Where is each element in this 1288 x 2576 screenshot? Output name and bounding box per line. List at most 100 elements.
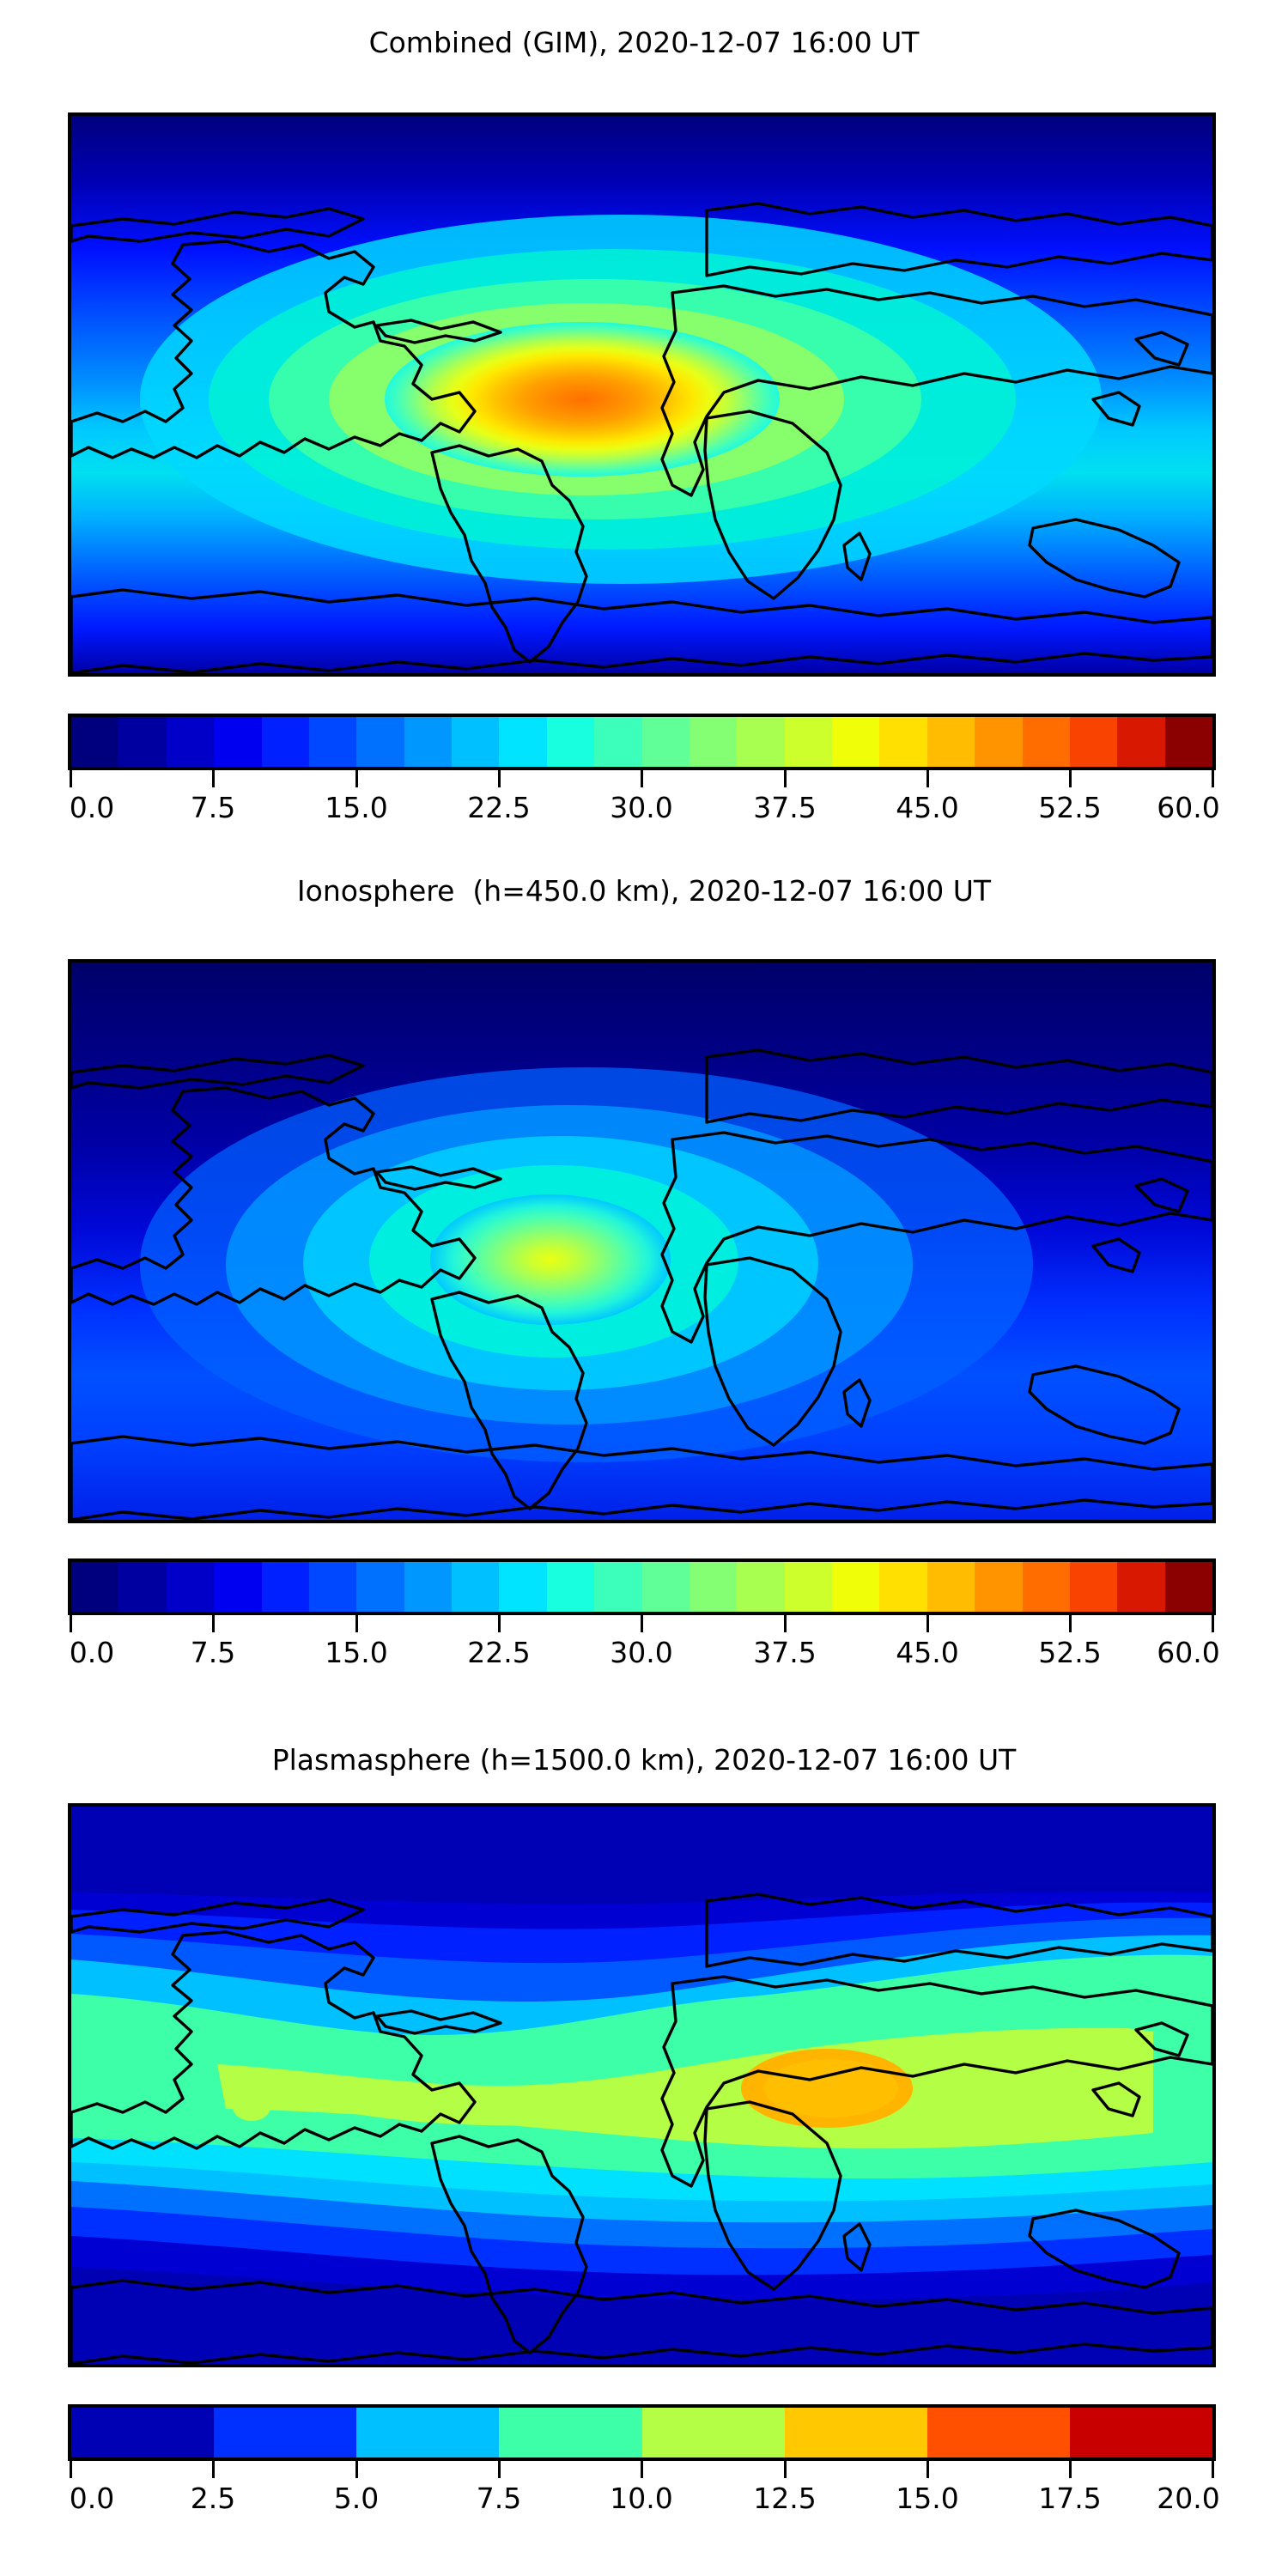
- panel-plasmasphere: Plasmasphere (h=1500.0 km), 2020-12-07 1…: [0, 1743, 1288, 1777]
- colorbar-band: [784, 2408, 927, 2458]
- colorbar-band: [594, 717, 642, 767]
- colorbar-tick-label: 7.5: [190, 1636, 236, 1669]
- colorbar-band: [499, 2408, 642, 2458]
- colorbar-band: [737, 1562, 785, 1612]
- colorbar-tick-label: 10.0: [610, 2482, 673, 2515]
- colorbar-band: [737, 717, 785, 767]
- colorbar-ionosphere: 0.0 7.5 15.0 22.5 30.0 37.5 45.0 52.5 60…: [68, 1558, 1220, 1674]
- colorbar-tick-label: 20.0: [1157, 2482, 1220, 2515]
- colorbar-band: [927, 717, 975, 767]
- colorbar-band: [499, 1562, 547, 1612]
- colorbar-band: [356, 1562, 404, 1612]
- colorbar-band: [404, 717, 452, 767]
- colorbar-band: [927, 2408, 1070, 2458]
- colorbar-tick-label: 12.5: [753, 2482, 817, 2515]
- map-canvas-combined-gim: [71, 116, 1212, 673]
- colorbar-band: [1069, 717, 1118, 767]
- colorbar-tick-label: 45.0: [896, 791, 959, 824]
- colorbar-tick-label: 60.0: [1157, 791, 1220, 824]
- colorbar-tick-label: 17.5: [1038, 2482, 1102, 2515]
- colorbar-tick-label: 37.5: [753, 791, 817, 824]
- colorbar-combined-gim: 0.0 7.5 15.0 22.5 30.0 37.5 45.0 52.5 60…: [68, 714, 1220, 829]
- colorbar-tick-label: 7.5: [190, 791, 236, 824]
- map-plasmasphere: [68, 1803, 1216, 2367]
- colorbar-band: [214, 717, 262, 767]
- colorbar-tick-label: 45.0: [896, 1636, 959, 1669]
- colorbar-band: [1164, 1562, 1212, 1612]
- colorbar-band: [641, 1562, 690, 1612]
- colorbar-band: [784, 717, 832, 767]
- colorbar-band: [1022, 717, 1070, 767]
- colorbar-tick-label: 30.0: [610, 1636, 673, 1669]
- colorbar-tick-label: 0.0: [69, 791, 115, 824]
- colorbar-band: [71, 2408, 215, 2458]
- colorbar-band: [594, 1562, 642, 1612]
- colorbar-gradient-ionosphere: [68, 1558, 1216, 1615]
- colorbar-ticks-plasmasphere: [68, 2461, 1216, 2480]
- colorbar-band: [832, 717, 880, 767]
- colorbar-labels-combined-gim: 0.0 7.5 15.0 22.5 30.0 37.5 45.0 52.5 60…: [68, 789, 1220, 829]
- colorbar-band: [452, 1562, 500, 1612]
- colorbar-band: [308, 1562, 357, 1612]
- colorbar-band: [214, 2408, 357, 2458]
- colorbar-tick-label: 15.0: [325, 1636, 388, 1669]
- colorbar-labels-ionosphere: 0.0 7.5 15.0 22.5 30.0 37.5 45.0 52.5 60…: [68, 1634, 1220, 1674]
- panel-title-ionosphere: Ionosphere (h=450.0 km), 2020-12-07 16:0…: [296, 874, 992, 908]
- colorbar-band: [1069, 2408, 1212, 2458]
- colorbar-tick-label: 60.0: [1157, 1636, 1220, 1669]
- colorbar-tick-label: 52.5: [1038, 1636, 1102, 1669]
- colorbar-tick-label: 5.0: [333, 2482, 380, 2515]
- colorbar-tick-label: 0.0: [69, 2482, 115, 2515]
- colorbar-band: [356, 717, 404, 767]
- colorbar-band: [689, 717, 738, 767]
- colorbar-gradient-plasmasphere: [68, 2404, 1216, 2461]
- panel-combined-gim: Combined (GIM), 2020-12-07 16:00 UT: [0, 26, 1288, 60]
- colorbar-tick-label: 15.0: [325, 791, 388, 824]
- colorbar-tick-label: 22.5: [467, 791, 531, 824]
- colorbar-band: [499, 717, 547, 767]
- colorbar-band: [71, 1562, 119, 1612]
- colorbar-band: [689, 1562, 738, 1612]
- colorbar-band: [118, 1562, 167, 1612]
- map-canvas-ionosphere: [71, 963, 1212, 1520]
- colorbar-band: [832, 1562, 880, 1612]
- map-ionosphere: [68, 959, 1216, 1523]
- colorbar-band: [214, 1562, 262, 1612]
- colorbar-gradient-combined-gim: [68, 714, 1216, 770]
- colorbar-band: [975, 717, 1023, 767]
- colorbar-plasmasphere: 0.0 2.5 5.0 7.5 10.0 12.5 15.0 17.5 20.0: [68, 2404, 1220, 2519]
- colorbar-band: [784, 1562, 832, 1612]
- map-combined-gim: [68, 112, 1216, 677]
- colorbar-band: [71, 717, 119, 767]
- colorbar-tick-label: 2.5: [190, 2482, 236, 2515]
- colorbar-band: [1164, 717, 1212, 767]
- colorbar-band: [879, 1562, 927, 1612]
- colorbar-band: [166, 1562, 215, 1612]
- colorbar-band: [261, 1562, 309, 1612]
- colorbar-band: [1117, 1562, 1165, 1612]
- colorbar-band: [546, 717, 595, 767]
- panel-title-plasmasphere: Plasmasphere (h=1500.0 km), 2020-12-07 1…: [271, 1743, 1017, 1777]
- colorbar-band: [975, 1562, 1023, 1612]
- colorbar-band: [546, 1562, 595, 1612]
- colorbar-ticks-combined-gim: [68, 770, 1216, 789]
- colorbar-tick-label: 37.5: [753, 1636, 817, 1669]
- colorbar-band: [452, 717, 500, 767]
- panel-ionosphere: Ionosphere (h=450.0 km), 2020-12-07 16:0…: [0, 874, 1288, 908]
- colorbar-tick-label: 52.5: [1038, 791, 1102, 824]
- colorbar-band: [1022, 1562, 1070, 1612]
- colorbar-labels-plasmasphere: 0.0 2.5 5.0 7.5 10.0 12.5 15.0 17.5 20.0: [68, 2480, 1220, 2519]
- colorbar-tick-label: 0.0: [69, 1636, 115, 1669]
- colorbar-band: [1069, 1562, 1118, 1612]
- colorbar-tick-label: 15.0: [896, 2482, 959, 2515]
- map-canvas-plasmasphere: [71, 1807, 1212, 2364]
- colorbar-tick-label: 30.0: [610, 791, 673, 824]
- colorbar-band: [356, 2408, 500, 2458]
- colorbar-band: [641, 2408, 785, 2458]
- panel-title-combined-gim: Combined (GIM), 2020-12-07 16:00 UT: [368, 26, 920, 59]
- colorbar-band: [404, 1562, 452, 1612]
- colorbar-band: [261, 717, 309, 767]
- colorbar-tick-label: 7.5: [476, 2482, 522, 2515]
- colorbar-band: [118, 717, 167, 767]
